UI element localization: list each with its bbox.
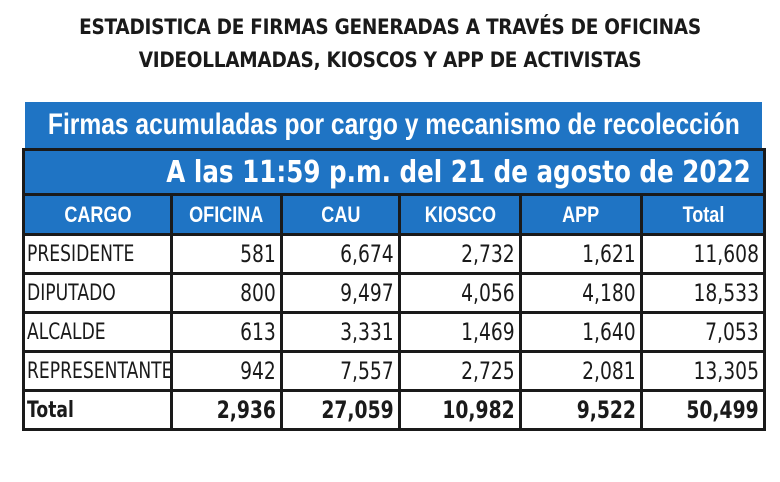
table-row: REPRESENTANTE 942 7,557 2,725 2,081 13,3… (22, 350, 766, 392)
table-title-banner: Firmas acumuladas por cargo y mecanismo … (25, 102, 762, 148)
header-row: CARGO OFICINA CAU KIOSCO APP Total (22, 193, 766, 236)
col-header-cau: CAU (280, 193, 401, 236)
date-row: A las 11:59 p.m. del 21 de agosto de 202… (22, 148, 766, 196)
col-header-oficina: OFICINA (170, 193, 283, 236)
col-header-total: Total (640, 193, 766, 236)
col-header-kiosco: KIOSCO (398, 193, 522, 236)
total-row: Total 2,936 27,059 10,982 9,522 50,499 (22, 389, 766, 431)
table-row: DIPUTADO 800 9,497 4,056 4,180 18,533 (22, 272, 766, 314)
col-header-cargo: CARGO (22, 193, 173, 236)
table-row: ALCALDE 613 3,331 1,469 1,640 7,053 (22, 311, 766, 353)
col-header-app: APP (519, 193, 643, 236)
table-row: PRESIDENTE 581 6,674 2,732 1,621 11,608 (22, 233, 766, 275)
table-title: Firmas acumuladas por cargo y mecanismo … (47, 108, 740, 141)
signatures-table: A las 11:59 p.m. del 21 de agosto de 202… (22, 148, 766, 431)
report-title-line-1: ESTADISTICA DE FIRMAS GENERADAS A TRAVÉS… (79, 15, 701, 39)
report-title-line-2: VIDEOLLAMADAS, KIOSCOS Y APP DE ACTIVIST… (138, 48, 642, 72)
